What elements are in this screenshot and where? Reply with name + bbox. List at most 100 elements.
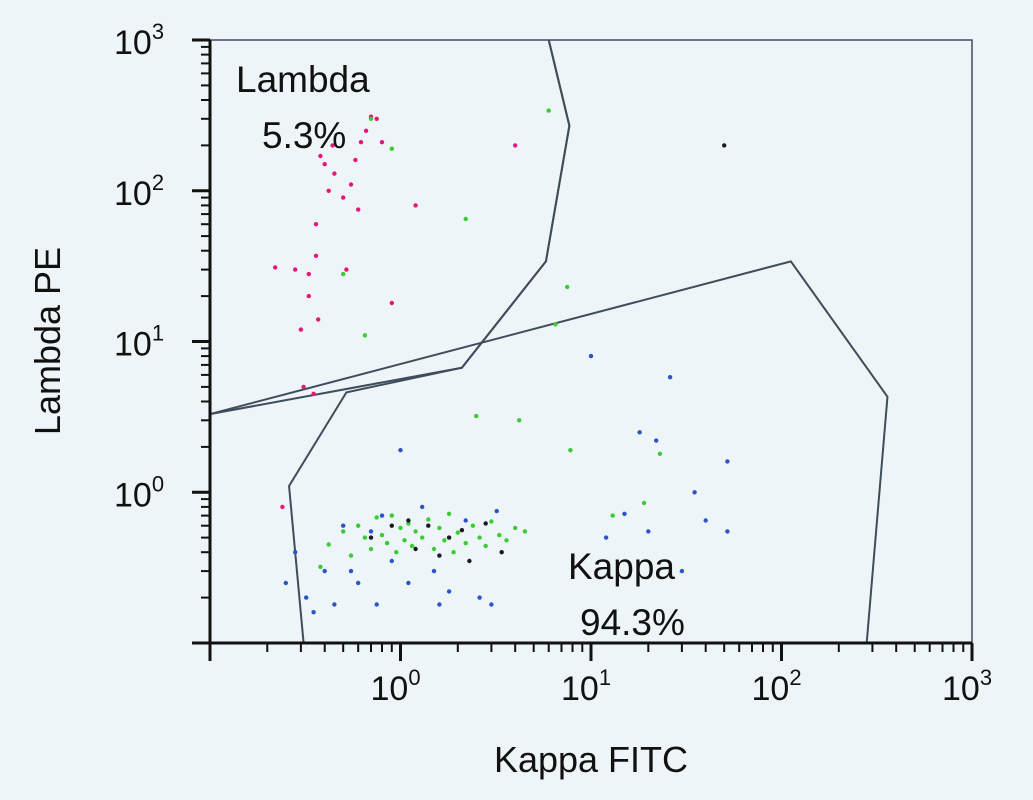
data-point-s2-14 — [446, 589, 452, 594]
data-point-s2-2 — [304, 595, 309, 600]
data-point-s3-10 — [406, 518, 411, 523]
data-point-s2-25 — [654, 438, 659, 443]
data-point-s1-27 — [477, 535, 482, 540]
data-point-s1-25 — [463, 540, 468, 546]
data-point-s2-19 — [374, 602, 379, 607]
data-point-s2-3 — [322, 568, 327, 574]
data-point-s3-7 — [467, 558, 472, 564]
x-tick-label: 103 — [942, 665, 992, 708]
data-point-s1-46 — [641, 500, 647, 506]
data-point-s1-29 — [489, 519, 494, 524]
data-point-s1-22 — [446, 511, 452, 516]
data-point-s1-44 — [568, 448, 573, 453]
data-point-s2-31 — [725, 529, 730, 534]
data-point-s0-22 — [513, 143, 518, 148]
data-point-s1-33 — [522, 529, 528, 534]
data-point-s1-17 — [420, 535, 425, 540]
data-point-s1-8 — [379, 532, 385, 538]
data-point-s0-13 — [353, 157, 358, 163]
data-point-s0-6 — [322, 162, 327, 167]
data-point-s2-8 — [368, 529, 374, 534]
data-point-s1-40 — [517, 418, 522, 423]
data-point-s1-16 — [413, 529, 418, 534]
data-point-s2-29 — [703, 518, 708, 523]
data-point-s1-45 — [610, 513, 615, 518]
data-point-s3-0 — [368, 535, 374, 540]
data-point-s2-23 — [637, 430, 642, 435]
gate-layer — [209, 39, 889, 644]
data-point-s1-24 — [455, 530, 460, 535]
data-point-s2-15 — [463, 518, 468, 523]
y-tick-label: 100 — [114, 471, 164, 514]
data-point-s1-18 — [426, 517, 431, 522]
data-point-s0-11 — [344, 267, 349, 272]
data-point-s0-24 — [293, 267, 298, 272]
data-point-s0-26 — [313, 253, 319, 258]
data-point-s0-2 — [301, 384, 306, 390]
data-point-s2-30 — [725, 459, 730, 464]
data-point-s2-24 — [646, 529, 651, 534]
y-tick-label: 102 — [114, 170, 164, 213]
data-point-s2-18 — [311, 610, 316, 615]
data-point-s0-18 — [374, 116, 379, 122]
data-point-s1-31 — [504, 538, 509, 543]
x-tick-label: 101 — [561, 665, 611, 708]
data-point-s1-21 — [442, 538, 447, 543]
data-point-s0-20 — [389, 300, 394, 306]
data-point-s2-13 — [431, 568, 437, 574]
data-point-s1-41 — [546, 108, 551, 113]
data-point-s1-12 — [398, 525, 403, 531]
data-point-s0-12 — [348, 182, 354, 187]
data-point-s2-21 — [603, 535, 609, 540]
data-point-s0-28 — [306, 293, 311, 299]
data-point-s0-4 — [313, 222, 319, 227]
data-point-s2-1 — [293, 550, 298, 555]
y-tick-label: 103 — [114, 19, 164, 62]
data-point-s1-5 — [362, 535, 368, 540]
data-point-s2-26 — [667, 375, 673, 380]
data-point-s1-6 — [368, 546, 374, 552]
data-point-s2-28 — [692, 490, 697, 495]
data-point-s1-15 — [409, 543, 415, 549]
data-point-s3-3 — [426, 523, 431, 528]
data-point-s3-6 — [459, 528, 465, 533]
data-point-s2-12 — [420, 504, 425, 510]
kappa-gate-boundary-right — [209, 260, 889, 644]
data-point-s1-20 — [437, 525, 442, 531]
data-point-s2-22 — [622, 511, 627, 516]
data-point-s2-32 — [588, 353, 594, 359]
data-point-s2-33 — [489, 602, 494, 607]
data-point-s2-5 — [341, 523, 346, 528]
data-point-s2-10 — [389, 558, 394, 564]
x-tick-label: 100 — [371, 665, 421, 708]
x-axis-title: Kappa FITC — [494, 739, 688, 780]
data-point-s2-16 — [477, 595, 482, 600]
data-point-s0-25 — [306, 271, 311, 277]
data-point-s0-8 — [330, 143, 335, 148]
data-point-s0-1 — [298, 327, 304, 332]
data-point-s2-0 — [283, 580, 288, 586]
data-point-s0-14 — [356, 207, 361, 212]
data-point-s2-34 — [398, 448, 403, 453]
data-point-s1-26 — [470, 523, 476, 528]
data-point-s1-38 — [463, 216, 468, 222]
data-point-s1-3 — [348, 553, 354, 558]
data-point-s1-32 — [513, 525, 518, 531]
data-point-s0-3 — [311, 391, 316, 396]
data-point-s0-27 — [316, 317, 321, 322]
lambda-gate-label: Lambda — [236, 59, 370, 100]
x-axis-ticks: 100 101 102 103 — [208, 643, 992, 708]
data-point-s1-23 — [451, 550, 456, 555]
data-point-s1-4 — [356, 523, 361, 528]
data-point-s3-9 — [499, 550, 504, 555]
data-point-s3-1 — [389, 523, 394, 528]
data-point-s3-2 — [413, 546, 418, 552]
data-point-s1-36 — [368, 116, 374, 122]
data-point-s2-27 — [679, 568, 685, 574]
data-point-s0-19 — [379, 140, 385, 145]
kappa-gate-label: Kappa — [568, 546, 675, 587]
data-point-s0-21 — [413, 203, 418, 208]
y-axis-title: Lambda PE — [27, 247, 68, 435]
data-point-s1-30 — [497, 532, 502, 538]
